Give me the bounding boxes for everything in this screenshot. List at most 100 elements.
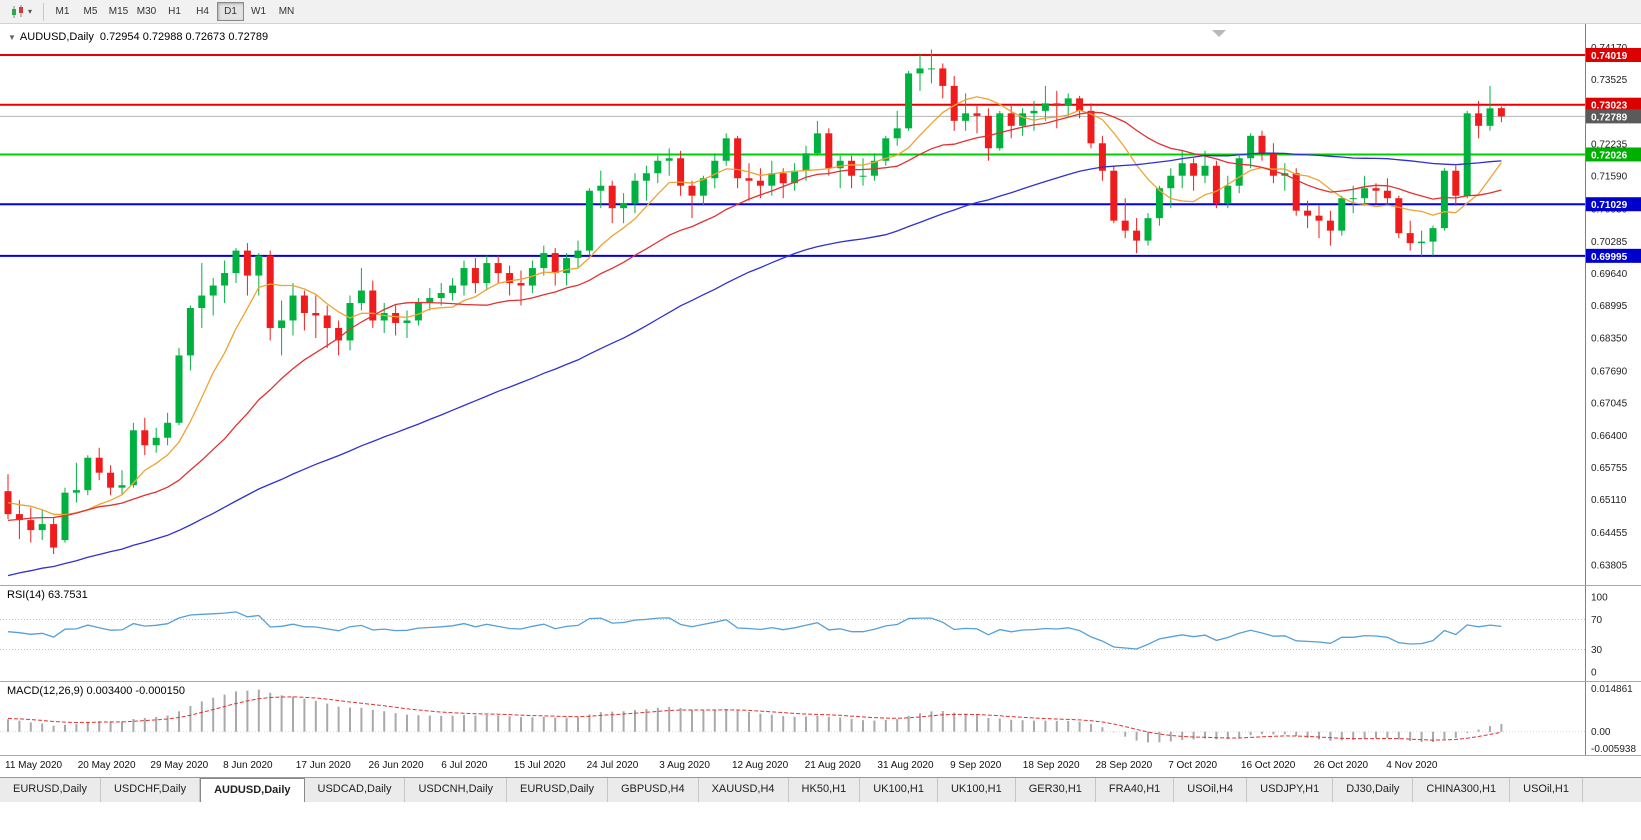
rsi-axis-label: 70 xyxy=(1591,615,1603,626)
moving-average-line-20[interactable] xyxy=(7,111,1502,522)
date-label: 24 Jul 2020 xyxy=(586,760,639,771)
chart-tab-usoil-h4[interactable]: USOil,H4 xyxy=(1174,778,1248,802)
date-label: 21 Aug 2020 xyxy=(804,760,861,771)
chart-tab-china300-h1[interactable]: CHINA300,H1 xyxy=(1413,778,1511,802)
price-line-tag xyxy=(1586,197,1641,212)
date-label: 18 Sep 2020 xyxy=(1022,760,1080,771)
price-axis-label: 0.72235 xyxy=(1591,140,1628,151)
macd-histogram xyxy=(7,689,1503,743)
chart-tab-ger30-h1[interactable]: GER30,H1 xyxy=(1015,778,1096,802)
rsi-indicator-label: RSI(14) 63.7531 xyxy=(7,589,88,601)
moving-average-line-8[interactable] xyxy=(7,96,1502,516)
date-label: 12 Aug 2020 xyxy=(732,760,789,771)
macd-panel-canvas[interactable]: 0.014861 0.00 -0.005938 xyxy=(0,682,1641,755)
timeframe-button-w1[interactable]: W1 xyxy=(251,6,266,17)
date-label: 9 Sep 2020 xyxy=(950,760,1002,771)
chart-tab-uk100-h1[interactable]: UK100,H1 xyxy=(860,778,938,802)
chart-tab-uk100-h1[interactable]: UK100,H1 xyxy=(937,778,1016,802)
chart-tab-eurusd-daily[interactable]: EURUSD,Daily xyxy=(0,778,101,802)
date-label: 26 Jun 2020 xyxy=(368,760,424,771)
rsi-axis-label: 0 xyxy=(1591,668,1597,679)
candlesticks xyxy=(4,49,1505,555)
timeframe-button-d1[interactable]: D1 xyxy=(217,2,244,21)
chart-title: ▼ AUDUSD,Daily 0.72954 0.72988 0.72673 0.7… xyxy=(8,31,268,43)
chart-tab-gbpusd-h4[interactable]: GBPUSD,H4 xyxy=(608,778,699,802)
macd-signal-line xyxy=(7,696,1502,741)
macd-axis-label: 0.00 xyxy=(1591,727,1611,738)
timeframe-button-m15[interactable]: M15 xyxy=(108,6,129,17)
date-label: 6 Jul 2020 xyxy=(441,760,488,771)
price-axis-label: 0.69640 xyxy=(1591,269,1628,280)
chart-tab-usdjpy-h1[interactable]: USDJPY,H1 xyxy=(1247,778,1334,802)
chart-tab-usdcad-daily[interactable]: USDCAD,Daily xyxy=(304,778,406,802)
date-label: 17 Jun 2020 xyxy=(295,760,351,771)
toolbar-separator xyxy=(43,2,44,21)
timeframe-button-m5[interactable]: M5 xyxy=(83,6,98,17)
date-label: 11 May 2020 xyxy=(5,760,63,771)
chart-shift-marker-icon[interactable] xyxy=(1212,30,1226,37)
chart-type-dropdown-button[interactable]: ▾ xyxy=(4,2,38,22)
price-axis-label: 0.64455 xyxy=(1591,528,1628,539)
timeframe-button-h1[interactable]: H1 xyxy=(168,6,181,17)
rsi-panel-canvas[interactable]: 100 70 30 0 xyxy=(0,586,1641,681)
price-axis-label: 0.65755 xyxy=(1591,463,1628,474)
price-axis-label: 0.68350 xyxy=(1591,333,1628,344)
price-line-tag xyxy=(1586,109,1641,124)
price-axis-label: 0.67045 xyxy=(1591,399,1628,410)
date-label: 29 May 2020 xyxy=(150,760,209,771)
date-label: 7 Oct 2020 xyxy=(1168,760,1218,771)
chart-tab-hk50-h1[interactable]: HK50,H1 xyxy=(788,778,861,802)
date-label: 31 Aug 2020 xyxy=(877,760,934,771)
timeframe-button-mn[interactable]: MN xyxy=(278,6,295,17)
panel-divider[interactable] xyxy=(0,585,1641,586)
timeframe-button-group: M1 M5 M15 M30 H1 H4 D1 W1 MN xyxy=(49,2,301,21)
price-line-tag xyxy=(1586,147,1641,162)
date-label: 3 Aug 2020 xyxy=(659,760,710,771)
macd-axis-label: 0.014861 xyxy=(1591,684,1633,695)
chart-tab-audusd-daily[interactable]: AUDUSD,Daily xyxy=(200,778,305,802)
time-axis[interactable]: 11 May 2020 20 May 2020 29 May 2020 8 Jun 2… xyxy=(0,756,1641,777)
chart-symbol-title: AUDUSD,Daily xyxy=(19,31,94,43)
date-label: 8 Jun 2020 xyxy=(223,760,273,771)
price-line-tag-value: 0.72026 xyxy=(1591,150,1628,161)
chart-tab-xauusd-h4[interactable]: XAUUSD,H4 xyxy=(698,778,789,802)
price-line-tag xyxy=(1586,97,1641,112)
macd-indicator-label: MACD(12,26,9) 0.003400 -0.000150 xyxy=(7,685,185,697)
price-line-tag-value: 0.72789 xyxy=(1591,112,1628,123)
date-label: 4 Nov 2020 xyxy=(1386,760,1438,771)
chevron-down-icon: ▾ xyxy=(27,7,32,16)
chart-tab-fra40-h1[interactable]: FRA40,H1 xyxy=(1095,778,1175,802)
price-line-tag-value: 0.73023 xyxy=(1591,101,1628,112)
date-label: 20 May 2020 xyxy=(77,760,136,771)
rsi-axis-label: 30 xyxy=(1591,645,1603,656)
price-axis-label: 0.68995 xyxy=(1591,301,1628,312)
price-axis-label: 0.67690 xyxy=(1591,366,1628,377)
price-axis-label: 0.66400 xyxy=(1591,431,1628,442)
candlestick-chart-icon xyxy=(11,4,23,18)
price-line-tag-value: 0.74019 xyxy=(1591,51,1628,62)
macd-axis-label: -0.005938 xyxy=(1591,744,1636,755)
chart-tab-usoil-h1[interactable]: USOil,H1 xyxy=(1510,778,1583,802)
date-label: 28 Sep 2020 xyxy=(1095,760,1153,771)
main-chart-canvas[interactable]: 0.741700.735250.728800.722350.715900.709… xyxy=(0,24,1641,586)
top-toolbar: ▾ M1 M5 M15 M30 H1 H4 D1 W1 MN xyxy=(0,0,1641,24)
price-axis-label: 0.73525 xyxy=(1591,75,1628,86)
moving-average-line-55[interactable] xyxy=(7,152,1502,577)
chart-tab-usdcnh-daily[interactable]: USDCNH,Daily xyxy=(405,778,508,802)
price-line-tag-value: 0.71029 xyxy=(1591,200,1628,211)
chart-tab-dj30-daily[interactable]: DJ30,Daily xyxy=(1333,778,1414,802)
timeframe-button-h4[interactable]: H4 xyxy=(196,6,209,17)
rsi-axis-label: 100 xyxy=(1591,593,1608,604)
price-line-tag xyxy=(1586,248,1641,263)
timeframe-button-m1[interactable]: M1 xyxy=(55,6,70,17)
chart-menu-arrow-icon[interactable]: ▼ xyxy=(8,33,16,42)
date-label: 16 Oct 2020 xyxy=(1240,760,1296,771)
panel-divider[interactable] xyxy=(0,681,1641,682)
price-axis-label: 0.65110 xyxy=(1591,495,1627,506)
chart-tab-usdchf-daily[interactable]: USDCHF,Daily xyxy=(100,778,201,802)
chart-tab-eurusd-daily[interactable]: EURUSD,Daily xyxy=(507,778,608,802)
rsi-line xyxy=(7,611,1502,650)
price-axis-label: 0.70285 xyxy=(1591,237,1628,248)
date-label: 15 Jul 2020 xyxy=(513,760,566,771)
timeframe-button-m30[interactable]: M30 xyxy=(136,6,157,17)
